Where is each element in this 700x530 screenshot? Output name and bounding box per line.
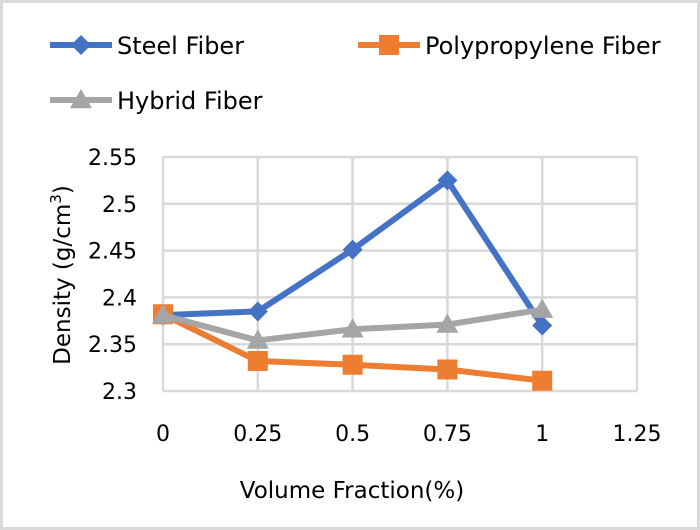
x-tick-labels: 0 0.25 0.5 0.75 1 1.25 xyxy=(156,422,661,447)
y-axis-title-main: Density (g/cm xyxy=(50,204,76,365)
legend-label-polypropylene-fiber: Polypropylene Fiber xyxy=(425,32,661,60)
data-point-diamond xyxy=(342,239,363,260)
y-tick-label: 2.4 xyxy=(102,286,137,311)
data-point-square xyxy=(532,370,553,391)
diamond-marker-icon xyxy=(71,35,91,55)
x-tick-label: 0.25 xyxy=(233,422,282,447)
legend-label-hybrid-fiber: Hybrid Fiber xyxy=(117,87,263,115)
data-point-triangle xyxy=(531,298,554,318)
legend: Steel Fiber Polypropylene Fiber Hybrid F… xyxy=(50,32,661,115)
data-point-triangle xyxy=(436,313,459,333)
x-tick-label: 1 xyxy=(535,422,549,447)
legend-item-polypropylene-fiber: Polypropylene Fiber xyxy=(358,32,661,60)
x-tick-label: 0.5 xyxy=(335,422,370,447)
y-axis-title: Density (g/cm3) xyxy=(47,185,76,365)
x-axis-title: Volume Fraction(%) xyxy=(240,478,464,504)
series-hybrid-fiber xyxy=(152,298,554,349)
square-marker-icon xyxy=(379,35,399,55)
series-polypropylene-fiber xyxy=(153,304,553,391)
y-tick-label: 2.35 xyxy=(88,333,137,358)
x-tick-label: 1.25 xyxy=(613,422,662,447)
data-point-diamond xyxy=(532,315,553,336)
data-point-triangle xyxy=(152,304,174,324)
legend-label-steel-fiber: Steel Fiber xyxy=(117,32,244,60)
y-axis-title-superscript: 3 xyxy=(47,194,65,204)
y-tick-label: 2.55 xyxy=(88,146,137,171)
y-axis-title-close: ) xyxy=(50,185,76,194)
data-point-square xyxy=(437,359,458,380)
data-point-square xyxy=(247,351,268,372)
series-layer xyxy=(152,170,554,391)
data-point-square xyxy=(342,354,363,375)
y-tick-label: 2.5 xyxy=(102,193,137,218)
data-point-triangle xyxy=(246,329,269,349)
gridlines xyxy=(161,155,639,393)
x-tick-label: 0.75 xyxy=(423,422,472,447)
legend-item-hybrid-fiber: Hybrid Fiber xyxy=(50,87,263,115)
data-point-triangle xyxy=(341,318,364,338)
data-point-diamond xyxy=(437,170,458,191)
y-tick-label: 2.45 xyxy=(88,240,137,265)
data-point-diamond xyxy=(247,301,268,322)
y-tick-label: 2.3 xyxy=(102,380,137,405)
legend-item-steel-fiber: Steel Fiber xyxy=(50,32,244,60)
triangle-marker-icon xyxy=(70,89,92,109)
y-tick-labels: 2.3 2.35 2.4 2.45 2.5 2.55 xyxy=(88,146,137,405)
x-tick-label: 0 xyxy=(156,422,170,447)
